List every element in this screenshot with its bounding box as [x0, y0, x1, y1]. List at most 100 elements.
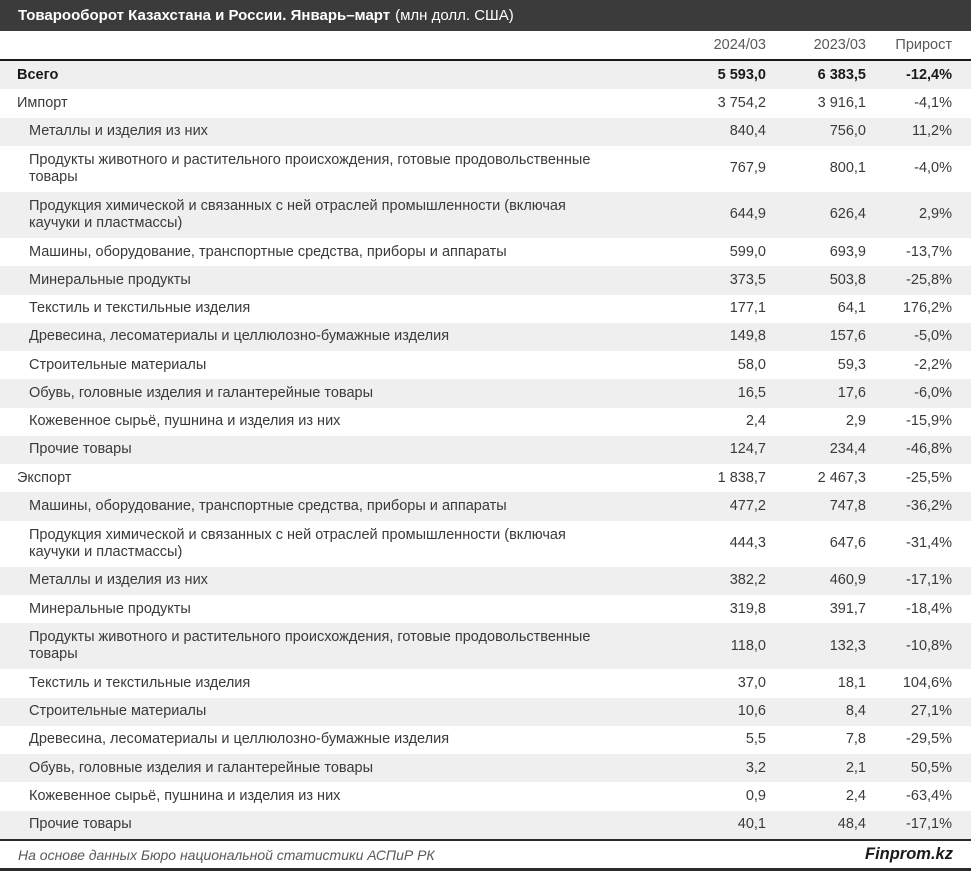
value-2024: 40,1 [737, 816, 766, 833]
value-2024: 3 754,2 [717, 94, 766, 111]
value-2023: 503,8 [829, 271, 866, 288]
col-category-header [0, 31, 620, 61]
table-row: Кожевенное сырьё, пушнина и изделия из н… [0, 782, 971, 810]
table-row: Продукция химической и связанных с ней о… [0, 521, 971, 567]
value-2024: 644,9 [729, 206, 766, 223]
growth-value: 104,6% [902, 674, 952, 691]
category-label: Всего [17, 66, 59, 83]
value-2023: 59,3 [837, 356, 866, 373]
value-2024: 767,9 [729, 160, 766, 177]
table-row: Продукция химической и связанных с ней о… [0, 191, 971, 238]
value-2024: 10,6 [737, 703, 766, 720]
value-2023: 693,9 [829, 243, 866, 260]
category-label: Обувь, головные изделия и галантерейные … [29, 384, 373, 401]
table-row: Машины, оборудование, транспортные средс… [0, 492, 971, 521]
growth-value: -46,8% [906, 441, 952, 458]
table-row: Древесина, лесоматериалы и целлюлозно-бу… [0, 726, 971, 754]
col-2023-header: 2023/03 [766, 31, 866, 61]
table-row: Строительные материалы 58,0 59,3 -2,2% [0, 351, 971, 379]
col-growth-header: Прирост [866, 31, 971, 61]
growth-value: -29,5% [906, 731, 952, 748]
value-2023: 157,6 [829, 328, 866, 345]
title-bar: Товарооборот Казахстана и России. Январь… [0, 0, 971, 31]
table-row: Прочие товары 40,1 48,4 -17,1% [0, 810, 971, 839]
growth-value: 50,5% [910, 759, 952, 776]
table-row: Продукты животного и растительного проис… [0, 146, 971, 192]
value-2023: 391,7 [829, 600, 866, 617]
trade-table-wrap: 2024/03 2023/03 Прирост Всего 5 593,0 6 … [0, 31, 971, 839]
category-label: Минеральные продукты [29, 271, 191, 288]
value-2023: 18,1 [837, 674, 866, 691]
category-label: Металлы и изделия из них [29, 572, 208, 589]
growth-value: -15,9% [906, 413, 952, 430]
growth-value: 11,2% [911, 123, 952, 140]
value-2023: 800,1 [829, 160, 866, 177]
title-unit: (млн долл. США) [395, 7, 514, 24]
growth-value: -36,2% [906, 497, 952, 514]
growth-value: -25,8% [906, 271, 952, 288]
value-2024: 477,2 [729, 497, 766, 514]
table-row: Древесина, лесоматериалы и целлюлозно-бу… [0, 322, 971, 352]
category-label: Продукция химической и связанных с ней о… [29, 197, 566, 231]
category-label: Продукты животного и растительного проис… [29, 629, 591, 663]
table-row: Импорт 3 754,2 3 916,1 -4,1% [0, 89, 971, 117]
value-2023: 6 383,5 [817, 66, 866, 83]
value-2024: 37,0 [737, 674, 766, 691]
category-label: Прочие товары [29, 441, 132, 458]
value-2024: 16,5 [737, 384, 766, 401]
table-row: Обувь, головные изделия и галантерейные … [0, 379, 971, 408]
category-label: Машины, оборудование, транспортные средс… [29, 243, 507, 260]
category-label: Кожевенное сырьё, пушнина и изделия из н… [29, 787, 341, 804]
value-2023: 756,0 [829, 123, 866, 140]
value-2024: 124,7 [729, 441, 766, 458]
value-2023: 3 916,1 [817, 94, 866, 111]
table-row: Металлы и изделия из них 382,2 460,9 -17… [0, 566, 971, 595]
category-label: Текстиль и текстильные изделия [29, 674, 251, 691]
growth-value: -10,8% [906, 637, 952, 654]
category-label: Обувь, головные изделия и галантерейные … [29, 759, 373, 776]
value-2023: 460,9 [829, 572, 866, 589]
category-label: Прочие товары [29, 816, 132, 833]
category-label: Древесина, лесоматериалы и целлюлозно-бу… [29, 731, 450, 748]
growth-value: -18,4% [906, 600, 952, 617]
footer-bar: На основе данных Бюро национальной стати… [0, 839, 971, 871]
category-label: Продукция химической и связанных с ней о… [29, 526, 566, 560]
table-row: Минеральные продукты 319,8 391,7 -18,4% [0, 595, 971, 623]
value-2024: 5,5 [745, 731, 766, 748]
value-2024: 3,2 [745, 759, 766, 776]
category-label: Машины, оборудование, транспортные средс… [29, 497, 507, 514]
value-2024: 444,3 [729, 535, 766, 552]
table-row: Прочие товары 124,7 234,4 -46,8% [0, 435, 971, 465]
growth-value: -25,5% [906, 469, 952, 486]
col-2024-header: 2024/03 [620, 31, 766, 61]
value-2024: 319,8 [729, 600, 766, 617]
growth-value: -6,0% [914, 384, 952, 401]
category-label: Строительные материалы [29, 356, 207, 373]
category-label: Кожевенное сырьё, пушнина и изделия из н… [29, 413, 341, 430]
value-2024: 0,9 [745, 787, 766, 804]
growth-value: -13,7% [906, 243, 952, 260]
category-label: Древесина, лесоматериалы и целлюлозно-бу… [29, 328, 450, 345]
brand-logo: Finprom.kz [864, 845, 953, 863]
growth-value: -2,2% [914, 356, 952, 373]
growth-value: -17,1% [906, 572, 952, 589]
category-label: Импорт [17, 94, 68, 111]
category-label: Строительные материалы [29, 703, 207, 720]
table-row: Экспорт 1 838,7 2 467,3 -25,5% [0, 464, 971, 492]
value-2024: 840,4 [729, 123, 766, 140]
value-2023: 17,6 [837, 384, 866, 401]
value-2024: 1 838,7 [717, 469, 766, 486]
trade-table: 2024/03 2023/03 Прирост Всего 5 593,0 6 … [0, 31, 971, 839]
table-row: Продукты животного и растительного проис… [0, 623, 971, 670]
table-row: Минеральные продукты 373,5 503,8 -25,8% [0, 266, 971, 295]
growth-value: -12,4% [906, 66, 952, 83]
value-2024: 118,0 [730, 637, 766, 654]
value-2024: 58,0 [737, 356, 766, 373]
value-2023: 747,8 [829, 497, 866, 514]
category-label: Текстиль и текстильные изделия [29, 300, 251, 317]
growth-value: -63,4% [906, 787, 952, 804]
source-note: На основе данных Бюро национальной стати… [18, 846, 435, 863]
value-2024: 599,0 [729, 243, 766, 260]
value-2023: 48,4 [837, 816, 866, 833]
